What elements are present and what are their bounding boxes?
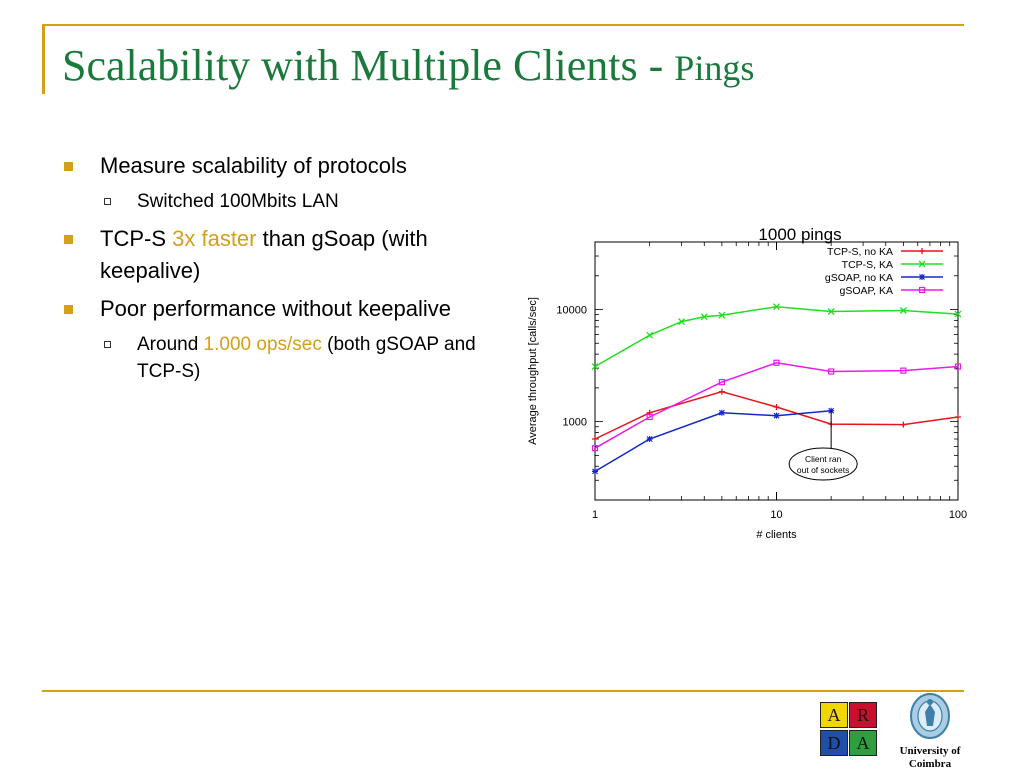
- logo-cell-a2: A: [849, 730, 877, 756]
- legend-marker: [918, 260, 926, 268]
- annotation-text-line1: Client ran: [805, 454, 842, 464]
- series-1-point: [827, 308, 835, 315]
- legend-marker: [919, 248, 925, 254]
- university-mark: University of Coimbra: [888, 692, 972, 771]
- sub-bullet-item: Around 1.000 ops/sec (both gSOAP and TCP…: [62, 331, 512, 385]
- slide-title-main: Scalability with Multiple Clients -: [62, 41, 675, 90]
- bullet-list: Measure scalability of protocols Switche…: [62, 150, 512, 393]
- throughput-chart: 1000 pings 1 10 100 1000 10000 # clients Averag…: [527, 225, 967, 541]
- footer-rule: [42, 690, 964, 692]
- series-3-point: [646, 413, 653, 421]
- university-name-line2: Coimbra: [908, 758, 952, 770]
- series-0-point: [773, 404, 780, 411]
- series-0-point: [900, 421, 907, 428]
- sub-bullet-text-pre: Around: [137, 334, 204, 355]
- sub-bullet-item: Switched 100Mbits LAN: [62, 188, 512, 215]
- bullet-text: Measure scalability of protocols: [100, 153, 407, 178]
- series-1-point: [718, 311, 726, 319]
- bullet-item: Poor performance without keepalive: [62, 293, 512, 325]
- series-1-point: [773, 303, 780, 311]
- logo-cell-a: A: [820, 702, 848, 728]
- series-line-3: [594, 362, 959, 449]
- series-2-point: [646, 435, 653, 442]
- x-tick-label: 100: [949, 509, 967, 521]
- annotation-bubble: [788, 447, 858, 481]
- series-2-point: [773, 412, 780, 419]
- bullet-square-icon: [64, 235, 73, 244]
- series-3-point: [900, 367, 907, 374]
- y-axis-label: Average throughput [calls/sec]: [527, 297, 539, 445]
- sub-bullet-text: Switched 100Mbits LAN: [137, 191, 339, 212]
- legend-marker: [919, 274, 925, 280]
- series-3-point: [828, 368, 835, 375]
- chart-title: 1000 pings: [758, 225, 841, 244]
- series-3-point: [591, 445, 599, 452]
- arda-logo: A R D A: [818, 700, 882, 760]
- series-2-point: [592, 468, 598, 475]
- university-seal-icon: [910, 693, 950, 739]
- x-axis-label: # clients: [756, 529, 797, 541]
- series-3-point: [954, 363, 962, 370]
- bullet-highlight: 3x faster: [172, 226, 257, 251]
- series-1-point: [899, 307, 907, 314]
- slide-title: Scalability with Multiple Clients - Ping…: [62, 40, 754, 91]
- series-3-point: [718, 379, 725, 386]
- series-0-point: [718, 388, 725, 395]
- title-accent-bar: [42, 24, 45, 94]
- legend-label: gSOAP, no KA: [825, 272, 893, 284]
- sub-bullet-highlight: 1.000 ops/sec: [203, 334, 322, 355]
- series-3-point: [773, 359, 780, 366]
- bullet-square-icon: [64, 162, 73, 171]
- x-tick-label: 10: [770, 509, 782, 521]
- bullet-text-post: than gSoap (with keepalive): [100, 226, 428, 283]
- sub-bullet-box-icon: [104, 198, 111, 205]
- annotation-text-line2: out of sockets: [797, 465, 849, 475]
- title-top-rule: [42, 24, 964, 26]
- x-tick-label: 1: [592, 509, 598, 521]
- series-line-1: [594, 305, 959, 368]
- slide-title-sub: Pings: [674, 48, 755, 88]
- series-0-point: [592, 435, 598, 442]
- series-1-point: [700, 313, 708, 321]
- legend-label: TCP-S, no KA: [827, 246, 893, 258]
- bullet-text-pre: TCP-S: [100, 226, 173, 251]
- series-1-point: [591, 363, 599, 370]
- bullet-square-icon: [64, 305, 73, 314]
- university-name-line1: University of: [899, 745, 961, 757]
- sub-bullet-text-post: (both gSOAP and TCP-S): [137, 334, 476, 382]
- series-2-point: [718, 409, 725, 416]
- y-tick-label: 10000: [556, 305, 587, 317]
- bullet-text: Poor performance without keepalive: [100, 296, 451, 321]
- legend-marker: [918, 286, 926, 294]
- logo-cell-r: R: [849, 702, 877, 728]
- sub-bullet-box-icon: [104, 341, 111, 348]
- series-1-point: [646, 331, 654, 339]
- bullet-item: Measure scalability of protocols: [62, 150, 512, 182]
- series-1-point: [678, 318, 686, 326]
- bullet-item: TCP-S 3x faster than gSoap (with keepali…: [62, 223, 512, 287]
- legend-label: gSOAP, KA: [839, 285, 893, 297]
- logo-cell-d: D: [820, 730, 848, 756]
- legend-label: TCP-S, KA: [842, 259, 893, 271]
- y-tick-label: 1000: [563, 417, 587, 429]
- series-0-point: [955, 413, 961, 420]
- series-1-point: [954, 310, 962, 318]
